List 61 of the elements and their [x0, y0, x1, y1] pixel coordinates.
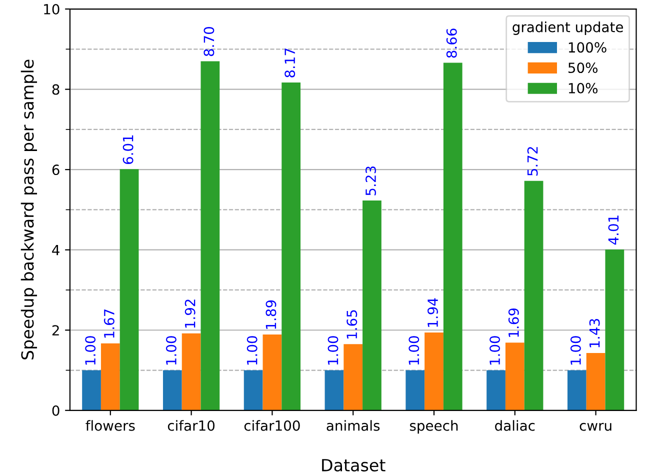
legend-title: gradient update — [512, 22, 623, 35]
y-axis-title: Speedup backward pass per sample — [20, 60, 38, 360]
bar — [282, 82, 301, 410]
bar — [324, 370, 344, 410]
bar — [262, 334, 282, 410]
bar — [162, 370, 182, 410]
data-label: 5.23 — [366, 166, 376, 196]
bar — [586, 353, 606, 410]
x-tick-label: speech — [410, 420, 458, 434]
data-label: 1.00 — [166, 336, 176, 365]
data-label: 1.00 — [85, 336, 96, 365]
x-tick-label: daliac — [495, 420, 535, 431]
bar — [524, 180, 544, 410]
y-tick-label: 10 — [44, 4, 60, 14]
bar — [120, 169, 139, 410]
legend-label: 10% — [568, 82, 598, 94]
bar — [244, 370, 263, 410]
bar — [200, 61, 220, 410]
data-label: 5.72 — [527, 147, 538, 176]
data-label: 8.66 — [446, 28, 457, 58]
data-label: 1.00 — [328, 336, 338, 365]
x-tick-label: flowers — [86, 420, 135, 431]
x-axis-title: Dataset — [322, 459, 386, 472]
data-label: 1.00 — [490, 336, 500, 365]
data-label: 1.65 — [346, 310, 358, 338]
bar — [443, 62, 462, 410]
bar — [567, 370, 586, 410]
data-label: 1.94 — [428, 298, 438, 327]
data-label: 1.69 — [508, 308, 519, 337]
data-label: 1.43 — [589, 319, 600, 348]
y-tick-label: 0 — [52, 405, 60, 416]
x-tick-label: cifar10 — [168, 420, 215, 431]
bar — [362, 200, 382, 410]
y-tick-label: 2 — [52, 325, 59, 336]
data-label: 8.70 — [204, 27, 214, 56]
data-label: 4.01 — [608, 216, 619, 245]
data-label: 1.67 — [104, 309, 114, 338]
x-tick-label: cwru — [580, 422, 612, 431]
legend-label: 100% — [568, 42, 606, 53]
y-tick-label: 4 — [52, 245, 60, 256]
bar — [406, 370, 425, 410]
bar — [424, 332, 444, 410]
legend-label: 50% — [568, 62, 598, 74]
bar — [182, 333, 201, 410]
bar — [344, 344, 363, 410]
data-label: 1.92 — [184, 300, 196, 328]
data-label: 1.00 — [246, 336, 258, 365]
bar — [486, 370, 506, 410]
data-label: 1.89 — [266, 300, 276, 329]
y-tick-label: 6 — [52, 164, 60, 176]
x-tick-label: cifar100 — [244, 420, 300, 431]
bar — [605, 249, 624, 410]
bar — [505, 342, 524, 410]
x-tick-label: animals — [326, 420, 380, 431]
data-label: 1.00 — [570, 336, 581, 365]
data-label: 8.17 — [284, 48, 296, 78]
bar — [82, 370, 101, 410]
bar — [100, 343, 120, 410]
y-tick-label: 8 — [52, 84, 60, 95]
data-label: 1.00 — [408, 336, 420, 365]
data-label: 6.01 — [122, 135, 134, 164]
